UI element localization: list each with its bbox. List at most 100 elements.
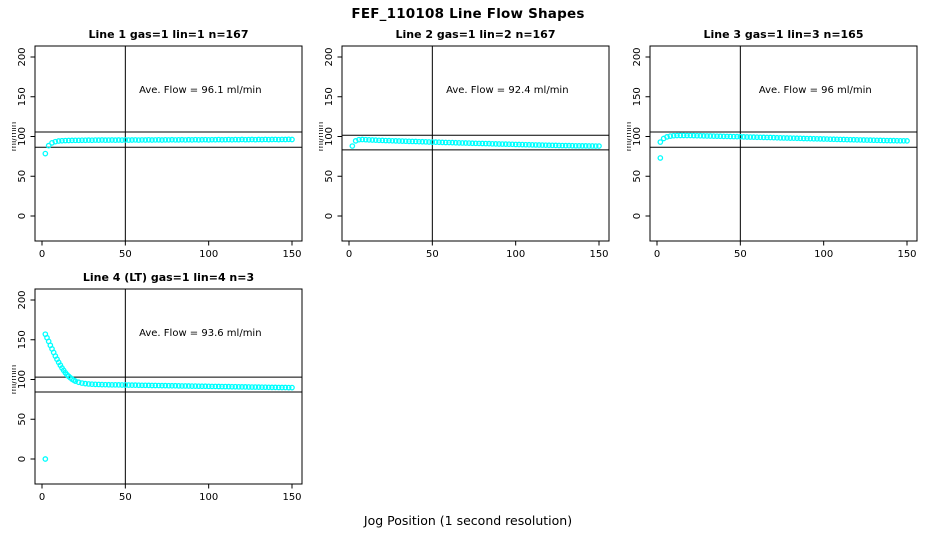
data-point [359, 136, 366, 143]
data-point [149, 137, 155, 143]
data-point [209, 136, 215, 143]
data-point [285, 384, 292, 391]
data-point [680, 132, 687, 139]
data-point [239, 384, 245, 390]
data-point [119, 382, 125, 388]
x-tick-label: 100 [199, 249, 218, 260]
data-point [82, 380, 89, 387]
data-point [189, 136, 195, 143]
y-tick-label: 200 [17, 290, 28, 309]
data-point [674, 132, 680, 139]
data-point [362, 136, 369, 143]
data-point [566, 142, 572, 149]
data-point [499, 141, 506, 147]
data-point [159, 137, 165, 143]
y-tick-label: 0 [632, 213, 643, 219]
data-point [874, 137, 880, 144]
data-point [192, 136, 199, 143]
data-point [857, 137, 864, 143]
x-tick-label: 100 [814, 249, 833, 260]
data-point [265, 384, 272, 391]
data-point [894, 137, 900, 144]
data-point [162, 382, 169, 389]
subplot-line-4: Line 4 (LT) gas=1 lin=4 n=3 0 50 100 150 0 50 1… [12, 268, 312, 508]
y-tick-label: 150 [17, 87, 28, 106]
data-point [159, 382, 165, 389]
data-point [222, 136, 229, 143]
data-point [195, 383, 202, 390]
data-point [730, 133, 737, 140]
x-tick-label: 50 [119, 492, 132, 503]
data-point [165, 382, 172, 389]
data-point [185, 136, 192, 143]
plot-title: Line 3 gas=1 lin=3 n=165 [703, 28, 863, 41]
x-tick-label: 50 [119, 249, 132, 260]
y-axis-label: ml/min [12, 365, 19, 395]
data-point [586, 143, 592, 149]
data-point [522, 141, 529, 148]
data-point [489, 140, 496, 147]
data-point [800, 135, 807, 142]
data-point [245, 384, 252, 390]
data-point [122, 137, 129, 143]
data-point [710, 133, 717, 139]
data-point [112, 381, 119, 388]
data-point [542, 142, 549, 149]
plot-title: Line 1 gas=1 lin=1 n=167 [88, 28, 248, 41]
data-point [139, 137, 145, 143]
data-point [379, 137, 386, 144]
ref-lines [650, 46, 917, 241]
data-point [880, 137, 887, 144]
data-point [412, 138, 419, 145]
data-point [860, 137, 867, 143]
data-point [79, 380, 85, 386]
data-point [854, 136, 860, 143]
data-point [790, 135, 797, 142]
subplot-line-3: Line 3 gas=1 lin=3 n=165 0 50 100 150 0 50 100 1… [627, 25, 927, 265]
x-tick-label: 150 [282, 249, 301, 260]
data-point [406, 138, 412, 145]
data-point [62, 137, 69, 144]
data-point [684, 132, 690, 139]
data-point [215, 136, 222, 143]
data-point [155, 136, 162, 143]
data-point [764, 134, 770, 141]
data-point [85, 381, 92, 387]
x-tick-label: 150 [589, 249, 608, 260]
y-tick-label: 200 [632, 47, 643, 66]
data-point [212, 136, 219, 143]
data-point [356, 136, 362, 143]
data-point [249, 136, 255, 143]
data-point [720, 133, 727, 140]
data-point [172, 382, 179, 389]
data-point [687, 132, 694, 139]
subplot-line-2: Line 2 gas=1 lin=2 n=167 0 50 100 150 0 50 100 1… [319, 25, 619, 265]
data-point [272, 136, 279, 143]
data-point [546, 142, 552, 149]
y-axis-label: ml/min [12, 122, 19, 152]
data-point [784, 135, 790, 141]
data-point [89, 381, 95, 388]
data-point [376, 137, 382, 144]
data-point [265, 136, 272, 143]
data-point [182, 137, 189, 143]
data-point [707, 133, 714, 139]
data-point [667, 133, 674, 139]
data-point [456, 140, 462, 146]
y-tick-label: 0 [17, 213, 28, 219]
data-point [657, 155, 664, 161]
data-point [55, 138, 62, 144]
data-point [272, 384, 279, 391]
y-tick-label: 200 [324, 47, 335, 66]
data-point [372, 137, 379, 144]
data-point [797, 135, 804, 142]
data-point [179, 136, 185, 143]
plot-canvas: Line 1 gas=1 lin=1 n=167 0 50 100 150 0 50 100 1… [12, 28, 303, 260]
data-point [282, 136, 289, 143]
data-point [366, 136, 372, 143]
data-point [135, 382, 142, 389]
data-point [232, 383, 239, 390]
axis: 0 50 100 150 0 50 100 150 200 ml/min [12, 288, 303, 503]
data-point [209, 383, 215, 390]
data-point [215, 383, 222, 390]
